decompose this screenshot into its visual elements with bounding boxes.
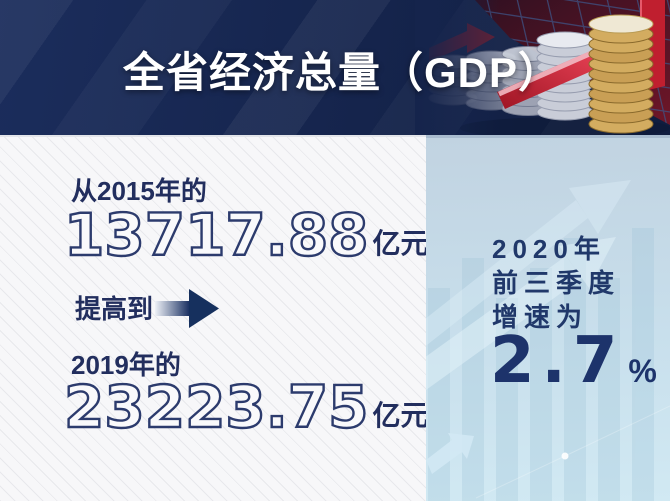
gdp-2015-number: 13717.88	[63, 201, 370, 269]
gdp-2019-number: 23223.75	[63, 373, 370, 441]
growth-rate-percent-sign: %	[628, 353, 657, 389]
page-title: 全省经济总量（GDP）	[122, 49, 561, 96]
growth-arrows-background	[426, 180, 670, 501]
bar-chart-silhouette	[428, 228, 654, 501]
to-year-label: 2019年的	[71, 350, 181, 380]
small-growth-arrow	[426, 433, 474, 474]
sparkle-dot	[561, 452, 569, 460]
growth-year-label: 2020年	[492, 234, 606, 264]
transition-label: 提高到	[75, 294, 154, 324]
gdp-2015-value-row: 13717.88 亿元	[63, 201, 429, 269]
growth-rate-value-row: 2.7 %	[490, 326, 657, 396]
transition-row: 提高到	[75, 287, 220, 331]
growth-text-block: 2020年 前三季度 增速为	[492, 232, 620, 334]
growth-rate-panel: 2020年 前三季度 增速为 2.7 %	[426, 135, 670, 501]
gdp-values-panel: 从2015年的 13717.88 亿元 提高到 2019年的 23223.75 …	[0, 135, 429, 501]
header-banner: 全省经济总量（GDP）	[0, 0, 670, 135]
growth-period-label: 前三季度	[492, 268, 621, 298]
gdp-2019-unit: 亿元	[372, 400, 429, 431]
gdp-2019-value-row: 23223.75 亿元	[63, 373, 429, 441]
large-growth-arrow-2	[426, 180, 631, 346]
from-year-label: 从2015年的	[71, 176, 207, 206]
coins-growth-arrow-illustration	[415, 0, 670, 135]
gdp-2015-unit: 亿元	[372, 228, 429, 259]
growth-rate-label: 增速为	[492, 302, 589, 332]
right-arrow-icon	[155, 289, 220, 328]
growth-rate-number: 2.7	[490, 324, 625, 398]
large-growth-arrow	[426, 237, 616, 390]
